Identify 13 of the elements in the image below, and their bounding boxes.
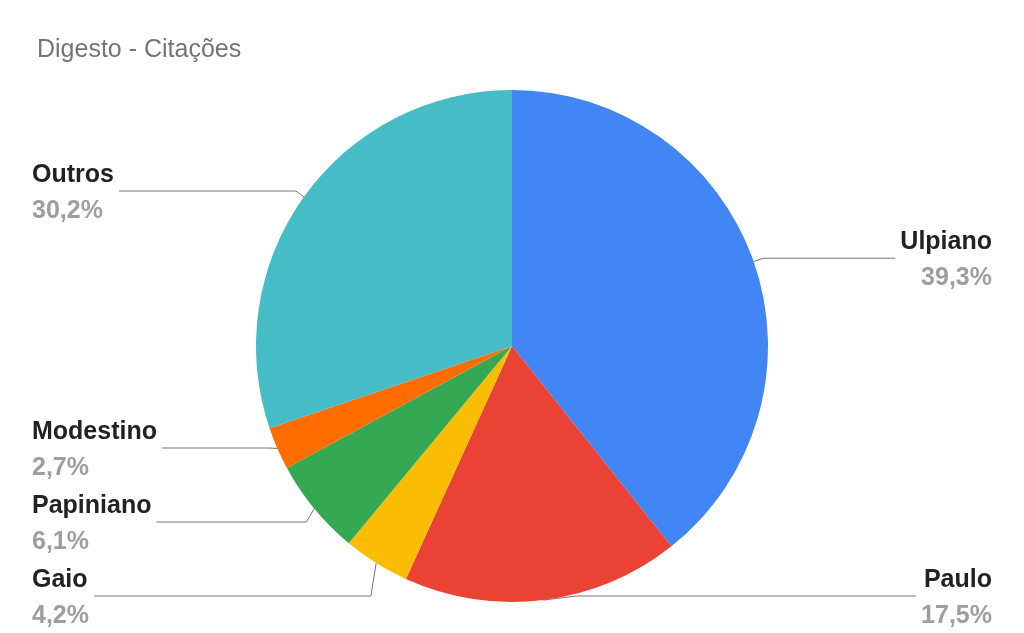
slice-label: Gaio xyxy=(32,564,88,592)
slice-label: Paulo xyxy=(923,564,992,592)
data-label: 17,5% xyxy=(921,600,992,628)
data-label: 39,3% xyxy=(921,262,992,291)
slice-label: Papiniano xyxy=(32,490,152,518)
data-label: 6,1% xyxy=(32,526,89,554)
slice-label: Ulpiano xyxy=(900,226,992,255)
data-label: 4,2% xyxy=(32,600,89,628)
data-label: 30,2% xyxy=(32,195,103,223)
slice-label: Modestino xyxy=(32,416,157,444)
data-label: 2,7% xyxy=(32,452,89,480)
slice-label: Outros xyxy=(32,159,114,187)
chart-title: Digesto - Citações xyxy=(37,33,242,62)
